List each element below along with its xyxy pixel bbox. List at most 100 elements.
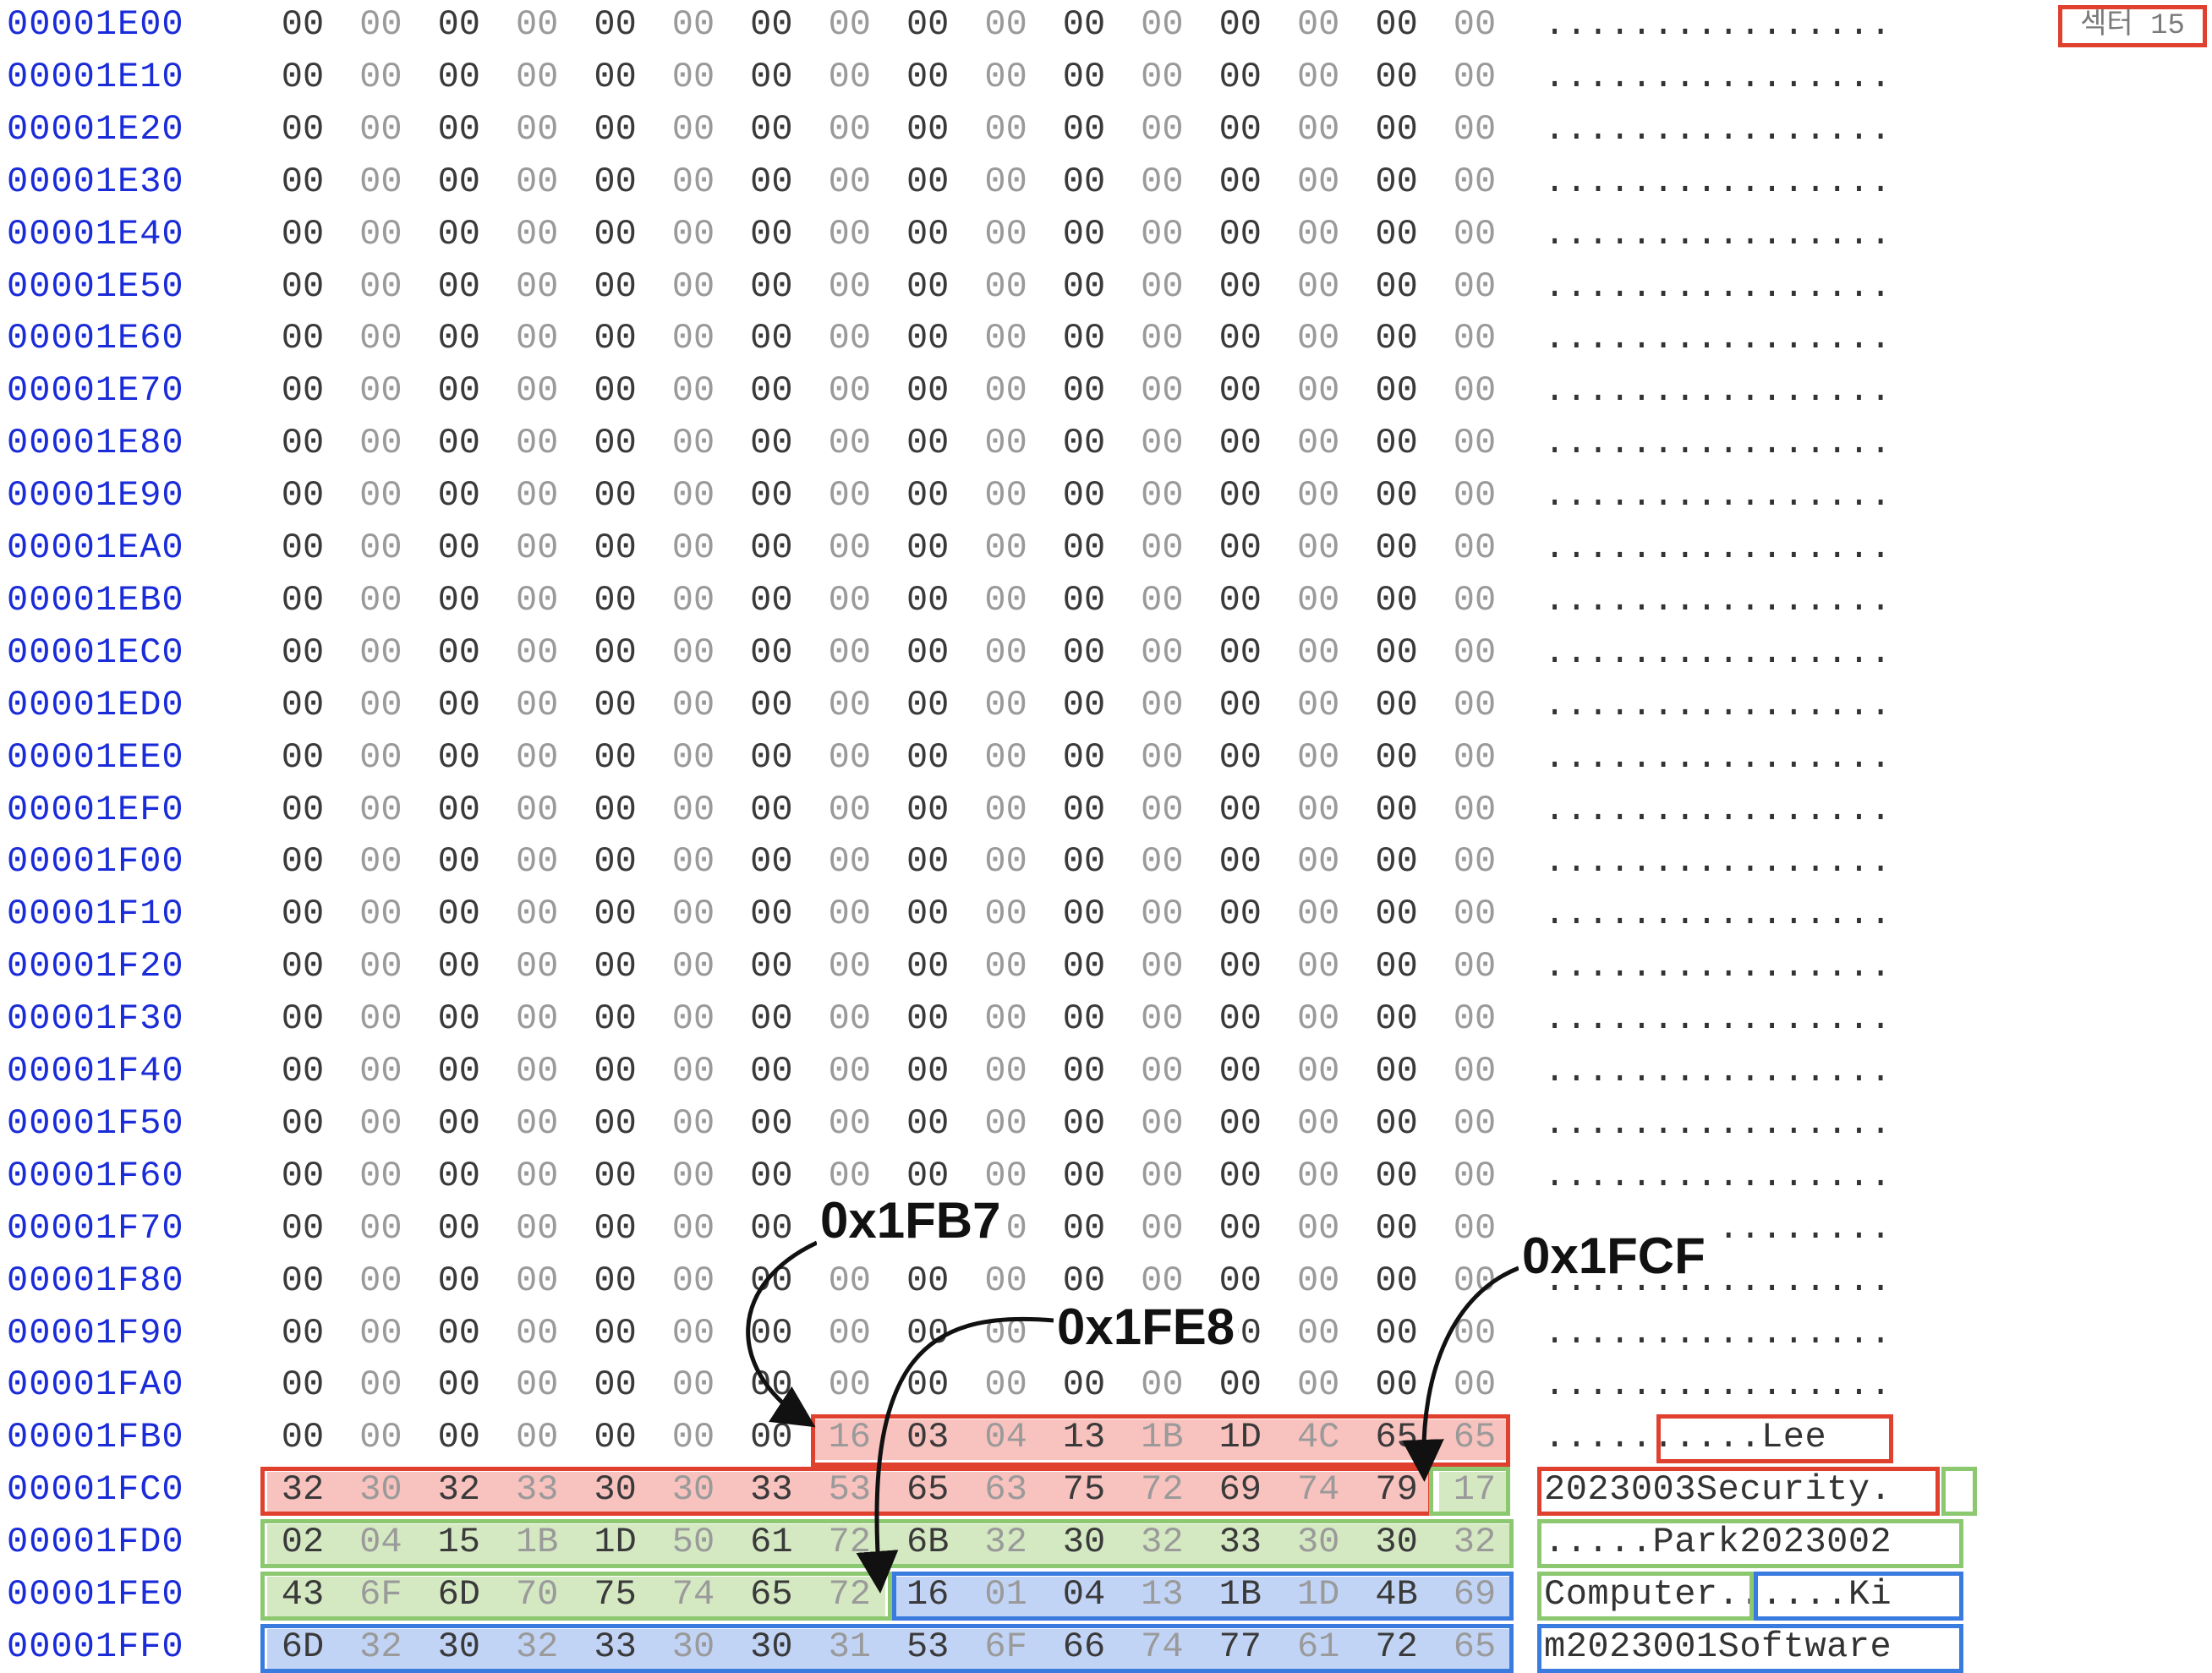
hex-byte[interactable]: 00 xyxy=(1453,423,1497,464)
hex-byte[interactable]: 00 xyxy=(671,213,715,254)
hex-byte[interactable]: 00 xyxy=(1453,579,1497,621)
hex-byte[interactable]: 00 xyxy=(984,1102,1027,1144)
hex-byte[interactable]: 00 xyxy=(1218,4,1262,45)
hex-byte[interactable]: 63 xyxy=(984,1469,1027,1511)
hex-byte[interactable]: 00 xyxy=(750,213,793,254)
hex-byte[interactable]: 00 xyxy=(437,894,480,935)
hex-byte[interactable]: 00 xyxy=(281,998,325,1040)
hex-byte[interactable]: 00 xyxy=(984,684,1027,725)
hex-byte[interactable]: 65 xyxy=(1453,1626,1497,1667)
hex-byte[interactable]: 04 xyxy=(1062,1574,1106,1615)
hex-byte[interactable]: 00 xyxy=(437,161,480,202)
hex-byte[interactable]: 30 xyxy=(750,1626,793,1667)
hex-byte[interactable]: 00 xyxy=(750,946,793,987)
hex-byte[interactable]: 00 xyxy=(437,1155,480,1196)
hex-byte[interactable]: 00 xyxy=(1296,108,1340,150)
hex-byte[interactable]: 00 xyxy=(984,4,1027,45)
hex-byte[interactable]: 04 xyxy=(359,1522,402,1563)
hex-byte[interactable]: 00 xyxy=(437,1417,480,1458)
hex-byte[interactable]: 00 xyxy=(281,684,325,725)
hex-byte[interactable]: 03 xyxy=(906,1417,950,1458)
hex-byte[interactable]: 00 xyxy=(594,1051,637,1091)
ascii-column[interactable]: ................ xyxy=(1544,56,1892,97)
hex-byte[interactable]: 00 xyxy=(437,684,480,725)
hex-byte[interactable]: 00 xyxy=(1375,684,1418,725)
hex-byte[interactable]: 00 xyxy=(828,631,871,673)
hex-byte[interactable]: 65 xyxy=(906,1469,950,1511)
hex-byte[interactable]: 00 xyxy=(671,475,715,517)
hex-byte[interactable]: 00 xyxy=(1141,161,1184,202)
hex-byte[interactable]: 72 xyxy=(1375,1626,1418,1667)
hex-byte[interactable]: 00 xyxy=(828,318,871,359)
hex-byte[interactable]: 00 xyxy=(671,4,715,45)
hex-byte[interactable]: 00 xyxy=(671,1312,715,1353)
hex-byte[interactable]: 00 xyxy=(1062,56,1106,97)
hex-byte[interactable]: 00 xyxy=(515,265,559,307)
hex-byte[interactable]: 00 xyxy=(515,161,559,202)
hex-byte[interactable]: 00 xyxy=(281,528,325,568)
hex-byte[interactable]: 6D xyxy=(281,1626,325,1667)
hex-byte[interactable]: 00 xyxy=(984,265,1027,307)
hex-byte[interactable]: 00 xyxy=(1141,1155,1184,1196)
hex-byte[interactable]: 16 xyxy=(906,1574,950,1615)
hex-byte[interactable]: 00 xyxy=(515,579,559,621)
hex-byte[interactable]: 00 xyxy=(750,1155,793,1196)
hex-byte[interactable]: 00 xyxy=(750,736,793,778)
hex-byte[interactable]: 00 xyxy=(1375,108,1418,150)
hex-byte[interactable]: 00 xyxy=(281,946,325,987)
hex-byte[interactable]: 00 xyxy=(281,423,325,464)
hex-byte[interactable]: 00 xyxy=(906,998,950,1040)
hex-byte[interactable]: 00 xyxy=(1375,946,1418,987)
hex-byte[interactable]: 00 xyxy=(594,213,637,254)
hex-byte[interactable]: 00 xyxy=(828,946,871,987)
hex-byte[interactable]: 00 xyxy=(1218,213,1262,254)
hex-byte[interactable]: 65 xyxy=(1453,1417,1497,1458)
hex-byte[interactable]: 00 xyxy=(437,370,480,412)
hex-byte[interactable]: 00 xyxy=(984,894,1027,935)
hex-byte[interactable]: 00 xyxy=(1375,998,1418,1040)
hex-byte[interactable]: 32 xyxy=(437,1469,480,1511)
hex-byte[interactable]: 15 xyxy=(437,1522,480,1563)
hex-byte[interactable]: 00 xyxy=(984,318,1027,359)
hex-byte[interactable]: 00 xyxy=(1453,894,1497,935)
hex-byte[interactable]: 00 xyxy=(437,1102,480,1144)
hex-byte[interactable]: 00 xyxy=(515,841,559,883)
ascii-column[interactable]: ................ xyxy=(1544,475,1892,517)
hex-byte[interactable]: 00 xyxy=(1296,56,1340,97)
hex-byte[interactable]: 00 xyxy=(671,841,715,883)
hex-byte[interactable]: 00 xyxy=(1296,684,1340,725)
hex-byte[interactable]: 00 xyxy=(671,998,715,1040)
hex-byte[interactable]: 00 xyxy=(594,265,637,307)
hex-byte[interactable]: 00 xyxy=(1375,1051,1418,1091)
hex-byte[interactable]: 00 xyxy=(359,998,402,1040)
hex-byte[interactable]: 6F xyxy=(359,1574,402,1615)
hex-byte[interactable]: 00 xyxy=(594,528,637,568)
ascii-column[interactable]: ................ xyxy=(1544,265,1892,307)
hex-byte[interactable]: 00 xyxy=(1062,1155,1106,1196)
hex-byte[interactable]: 00 xyxy=(515,894,559,935)
hex-byte[interactable]: 00 xyxy=(1453,1207,1497,1249)
hex-byte[interactable]: 00 xyxy=(1375,1312,1418,1353)
hex-byte[interactable]: 00 xyxy=(594,475,637,517)
hex-byte[interactable]: 00 xyxy=(1296,631,1340,673)
ascii-column[interactable]: ................ xyxy=(1544,423,1892,464)
hex-byte[interactable]: 00 xyxy=(359,1155,402,1196)
hex-byte[interactable]: 00 xyxy=(1141,684,1184,725)
hex-byte[interactable]: 00 xyxy=(1062,998,1106,1040)
hex-byte[interactable]: 32 xyxy=(1141,1522,1184,1563)
ascii-column[interactable]: ................ xyxy=(1544,789,1892,830)
hex-byte[interactable]: 00 xyxy=(1296,4,1340,45)
hex-byte[interactable]: 00 xyxy=(1141,423,1184,464)
hex-byte[interactable]: 00 xyxy=(1375,1102,1418,1144)
hex-byte[interactable]: 32 xyxy=(359,1626,402,1667)
hex-byte[interactable]: 00 xyxy=(984,736,1027,778)
hex-byte[interactable]: 00 xyxy=(1141,528,1184,568)
hex-byte[interactable]: 00 xyxy=(1453,841,1497,883)
hex-byte[interactable]: 00 xyxy=(828,528,871,568)
hex-byte[interactable]: 00 xyxy=(1218,579,1262,621)
hex-byte[interactable]: 17 xyxy=(1453,1469,1497,1511)
hex-byte[interactable]: 00 xyxy=(1218,946,1262,987)
hex-byte[interactable]: 00 xyxy=(1062,318,1106,359)
hex-byte[interactable]: 00 xyxy=(359,946,402,987)
hex-byte[interactable]: 00 xyxy=(437,946,480,987)
